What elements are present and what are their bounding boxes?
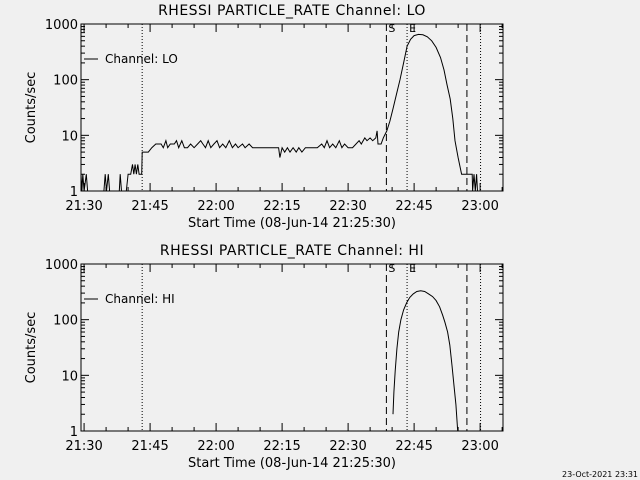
- y-tick-label: 1: [70, 425, 78, 440]
- y-axis-label: Counts/sec: [24, 72, 39, 144]
- x-tick-label: 21:30: [65, 439, 102, 454]
- legend-label: Channel: LO: [105, 52, 178, 66]
- x-tick-label: 22:45: [395, 439, 432, 454]
- x-tick-label: 22:00: [197, 199, 234, 214]
- timestamp-footer: 23-Oct-2021 23:31: [562, 470, 638, 479]
- x-tick-label: 23:00: [461, 439, 498, 454]
- hi-chart: 21:30 21:45 22:00 22:15 22:30 22:45 23:00 1 10 10…: [24, 258, 504, 471]
- series-line: [80, 33, 478, 192]
- x-tick-label: 23:00: [461, 199, 498, 214]
- y-axis-label: Counts/sec: [24, 312, 39, 384]
- x-tick-label: 22:30: [329, 199, 366, 214]
- x-tick-label: 22:15: [263, 439, 300, 454]
- x-tick-label: 22:45: [395, 199, 432, 214]
- x-axis-label: Start Time (08-Jun-14 21:25:30): [188, 456, 396, 471]
- y-tick-label: 1000: [45, 258, 78, 273]
- x-axis-label: Start Time (08-Jun-14 21:25:30): [188, 216, 396, 231]
- y-tick-label: 1: [70, 185, 78, 200]
- y-tick-label: 100: [53, 314, 78, 329]
- plot-frame: [80, 23, 504, 192]
- y-tick-label: 10: [61, 129, 78, 144]
- y-tick-label: 1000: [45, 18, 78, 33]
- plot-frame: [80, 263, 504, 432]
- y-tick-label: 100: [53, 74, 78, 89]
- x-tick-label: 22:15: [263, 199, 300, 214]
- marker-label-S: S: [388, 22, 395, 35]
- marker-label-E: E: [409, 22, 416, 35]
- x-tick-label: 21:45: [131, 439, 168, 454]
- top-chart-title: RHESSI PARTICLE_RATE Channel: LO: [158, 3, 426, 19]
- series-line: [392, 290, 459, 432]
- x-tick-label: 22:00: [197, 439, 234, 454]
- y-tick-label: 10: [61, 369, 78, 384]
- legend-label: Channel: HI: [105, 292, 175, 306]
- x-tick-label: 21:30: [65, 199, 102, 214]
- x-tick-label: 21:45: [131, 199, 168, 214]
- marker-label-S: S: [388, 262, 395, 275]
- lo-chart: 21:30 21:45 22:00 22:15 22:30 22:45 23:00 1 10 10…: [24, 18, 504, 231]
- bottom-chart-title: RHESSI PARTICLE_RATE Channel: HI: [159, 243, 425, 259]
- marker-label-E: E: [409, 262, 416, 275]
- x-tick-label: 22:30: [329, 439, 366, 454]
